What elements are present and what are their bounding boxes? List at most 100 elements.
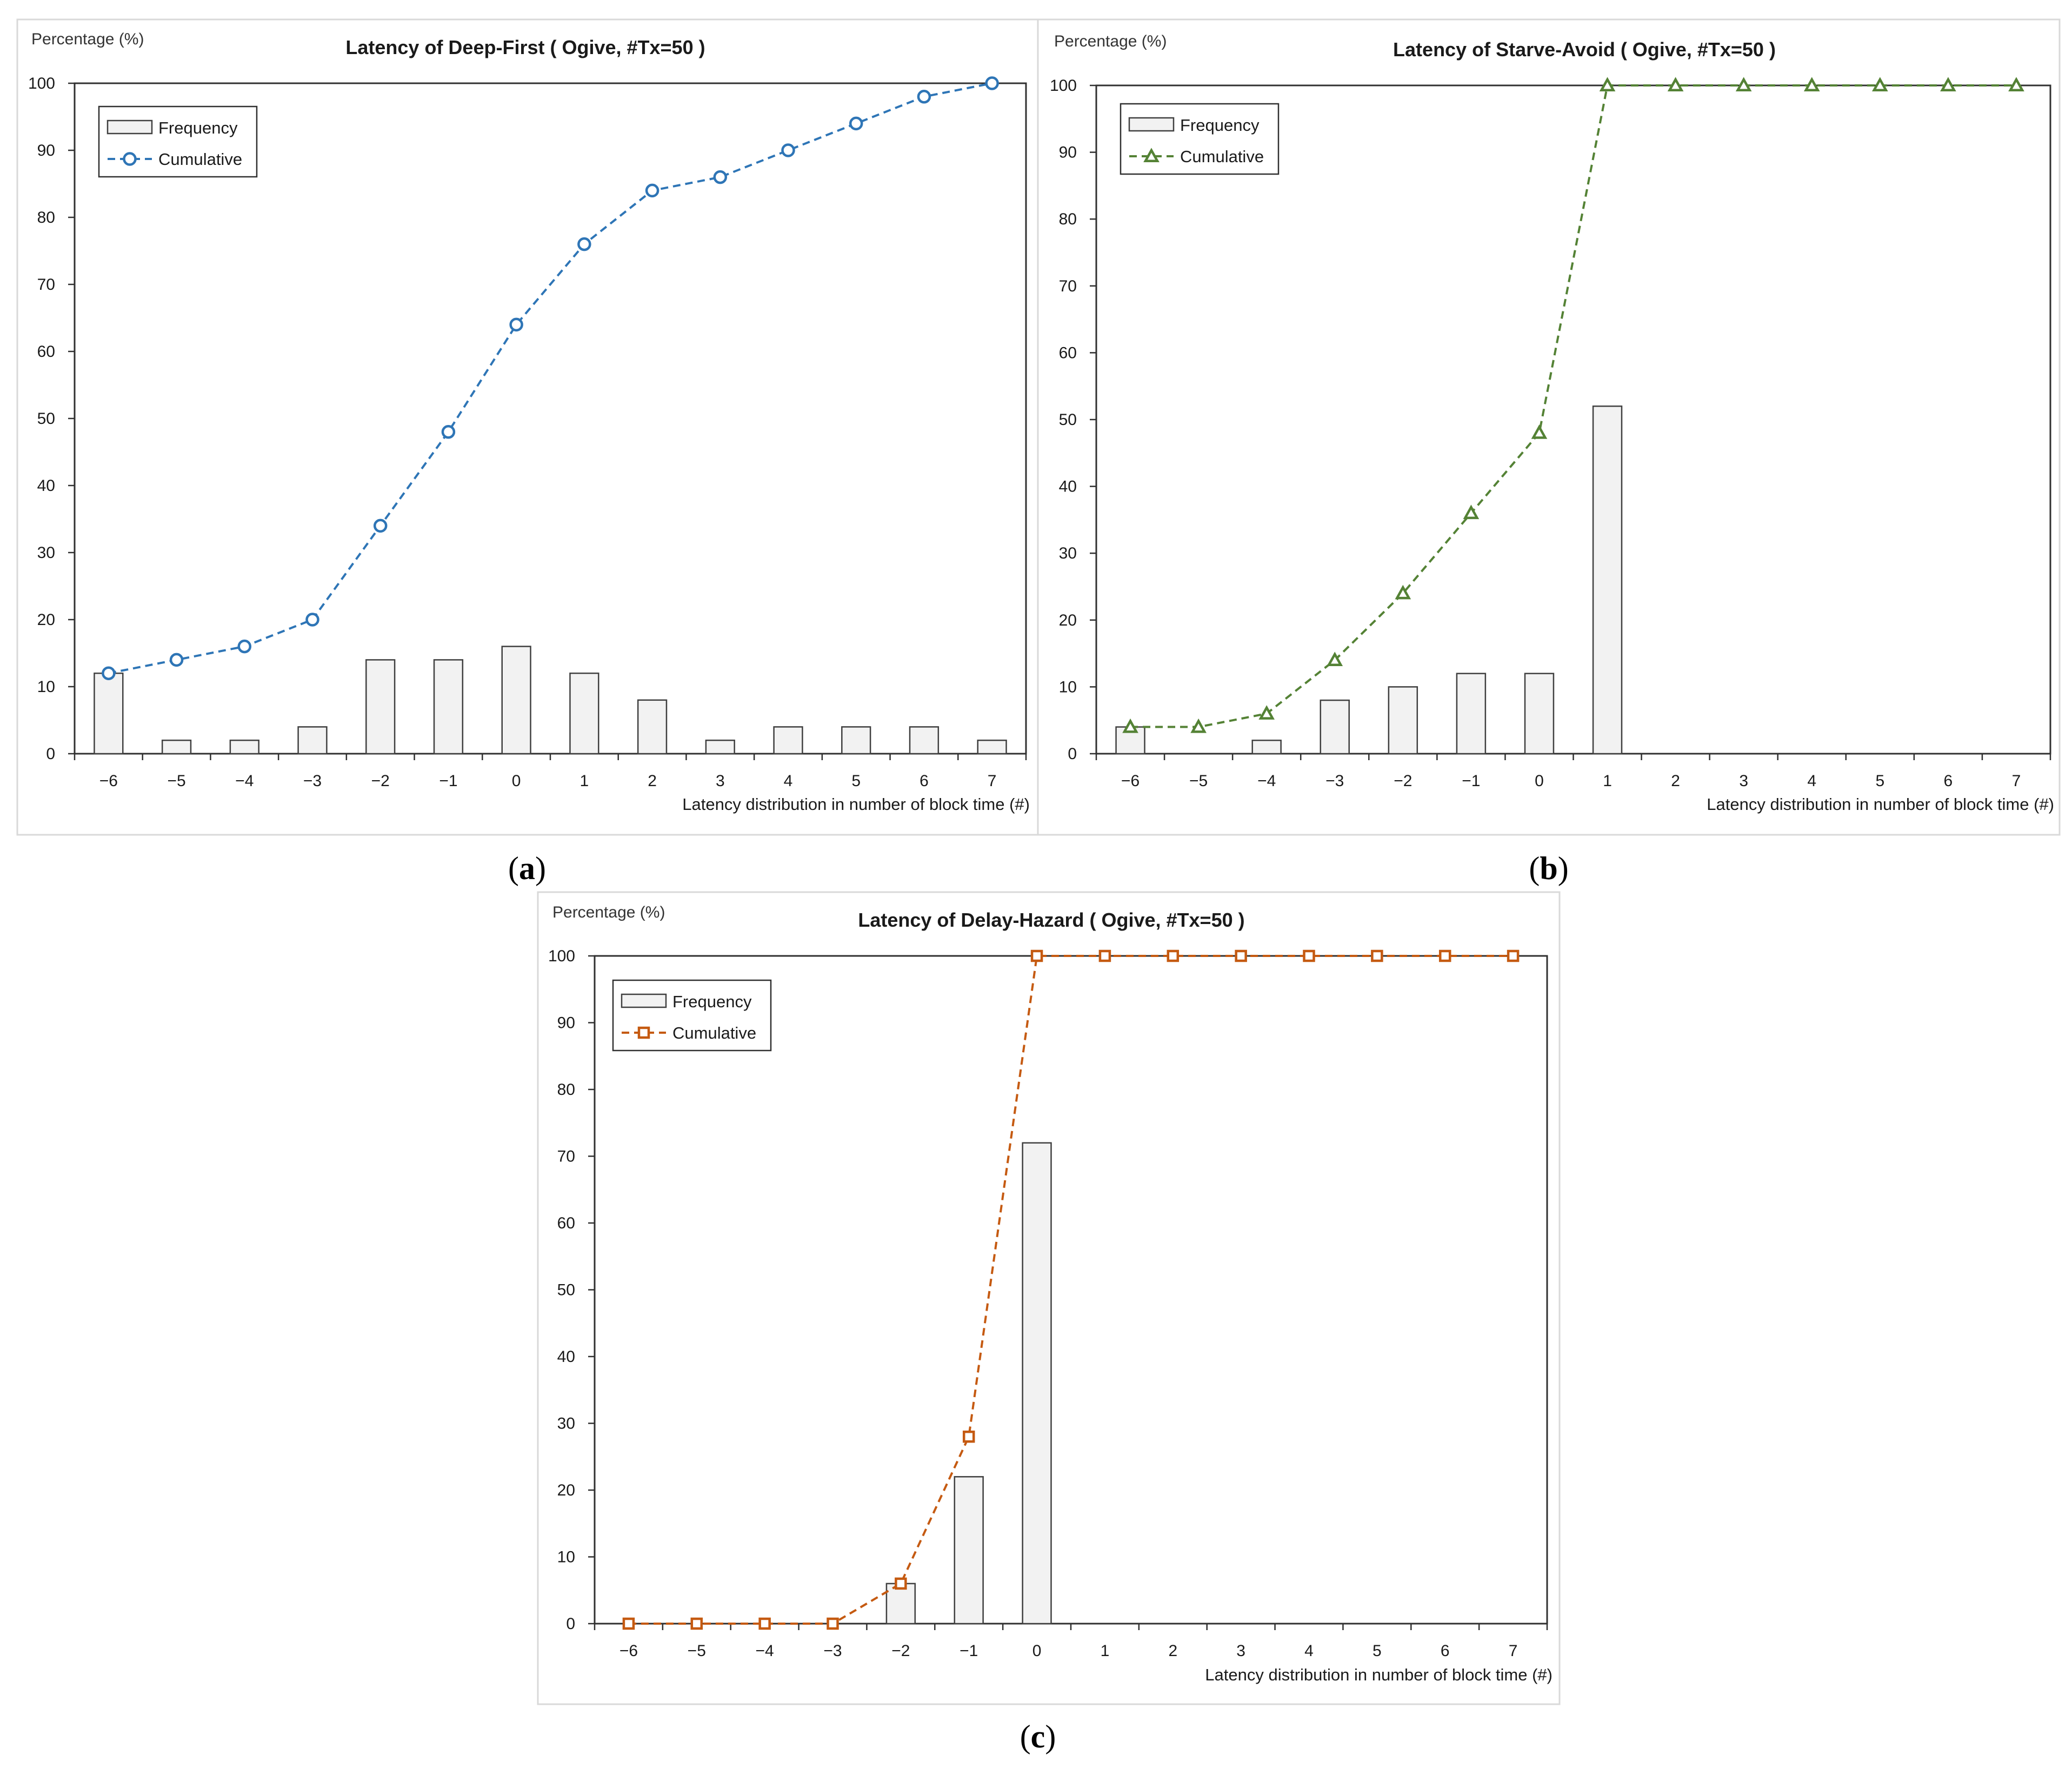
panel-c-x-tick-label: 0 bbox=[1032, 1642, 1042, 1660]
panel-c-cumulative-point bbox=[1030, 949, 1043, 962]
panel-a-cumulative-point bbox=[441, 425, 456, 439]
panel-c-cumulative-line bbox=[628, 955, 1514, 1625]
panel-c-cumulative-point bbox=[1098, 949, 1111, 962]
panel-b-cumulative-point bbox=[1258, 705, 1275, 720]
panel-b-x-tick-label: 5 bbox=[1875, 772, 1884, 790]
panel-c-cumulative-point bbox=[895, 1577, 907, 1590]
panel-c-x-tick-label: 1 bbox=[1101, 1642, 1110, 1660]
panel-a-cumulative-point bbox=[577, 237, 591, 251]
panel-a-frequency-bar bbox=[841, 726, 871, 755]
panel-b-x-tick-label: −4 bbox=[1257, 772, 1276, 790]
panel-b-cumulative-point bbox=[1667, 77, 1684, 92]
panel-a-frequency-bar bbox=[705, 739, 735, 755]
panel-a-y-tick-label: 80 bbox=[37, 209, 55, 227]
panel-c-cumulative-point bbox=[690, 1617, 703, 1630]
panel-b-cumulative-point bbox=[1599, 77, 1616, 92]
panel-b-legend bbox=[1120, 103, 1280, 175]
panel-c-y-tick-label: 100 bbox=[548, 947, 575, 965]
panel-c-y-tick-label: 40 bbox=[557, 1348, 575, 1366]
panel-c-x-tick-label: 6 bbox=[1441, 1642, 1450, 1660]
panel-a-y-tick-label: 100 bbox=[28, 75, 55, 92]
panel-a-cumulative-point bbox=[169, 653, 184, 667]
panel-c-caption: (c) bbox=[1020, 1719, 1056, 1754]
panel-c-legend-cumulative-marker bbox=[637, 1026, 650, 1039]
panel-a-title: Latency of Deep-First ( Ogive, #Tx=50 ) bbox=[345, 36, 705, 58]
panel-c-x-tick-label: 5 bbox=[1373, 1642, 1382, 1660]
panel-c-frequency-bar bbox=[1022, 1142, 1052, 1625]
panel-a-cumulative-point bbox=[849, 116, 863, 131]
panel-a-frequency-bar bbox=[433, 659, 464, 755]
panel-a-frequency-bar bbox=[501, 646, 531, 755]
panel-a-y-tick-label: 50 bbox=[37, 410, 55, 428]
panel-b-y-axis-label: Percentage (%) bbox=[1054, 32, 1167, 50]
panel-b-x-tick-label: −1 bbox=[1462, 772, 1480, 790]
panel-a-cumulative-point bbox=[237, 639, 252, 654]
panel-a-cumulative-point bbox=[373, 519, 388, 533]
panel-a-cumulative-point bbox=[305, 613, 319, 627]
panel-c-title: Latency of Delay-Hazard ( Ogive, #Tx=50 … bbox=[858, 909, 1244, 931]
panel-b-y-tick-label: 100 bbox=[1050, 77, 1077, 95]
panel-a-x-tick-label: −6 bbox=[99, 772, 118, 790]
panel-b-x-tick-label: 1 bbox=[1603, 772, 1612, 790]
panel-a-y-tick-label: 30 bbox=[37, 544, 55, 562]
panel-c-plot-area bbox=[594, 955, 1548, 1625]
panel-b-plot-area bbox=[1095, 84, 2051, 755]
panel-a-frequency-bar bbox=[569, 672, 599, 755]
panel-a-y-tick-label: 70 bbox=[37, 276, 55, 294]
panel-c-legend bbox=[612, 979, 772, 1052]
panel-b-cumulative-point bbox=[1395, 584, 1411, 600]
panel-b-x-tick-label: −6 bbox=[1121, 772, 1140, 790]
panel-a-cumulative-point bbox=[509, 317, 523, 332]
panel-b-x-tick-label: 7 bbox=[2012, 772, 2021, 790]
panel-a-y-tick-label: 10 bbox=[37, 678, 55, 696]
panel-c-y-tick-label: 60 bbox=[557, 1214, 575, 1232]
panel-b-frequency-bar bbox=[1456, 673, 1487, 755]
panel-a-x-tick-label: −4 bbox=[235, 772, 254, 790]
panel-c-y-axis-label: Percentage (%) bbox=[552, 903, 665, 921]
panel-b-legend-frequency-swatch bbox=[1128, 117, 1175, 132]
panel-a-x-tick-label: −2 bbox=[371, 772, 390, 790]
panel-b-cumulative-point bbox=[1940, 77, 1956, 92]
panel-a-x-axis-label: Latency distribution in number of block … bbox=[682, 795, 1030, 814]
panel-c-caption-letter: c bbox=[1031, 1719, 1045, 1754]
panel-a-frequency-bar bbox=[637, 699, 668, 755]
panel-b-y-tick-label: 70 bbox=[1059, 277, 1077, 295]
panel-b-cumulative-point bbox=[2008, 77, 2024, 92]
panel-b-y-tick-label: 0 bbox=[1068, 745, 1077, 763]
panel-b-cumulative-line bbox=[1130, 84, 2016, 728]
panel-b-cumulative-point bbox=[1327, 652, 1343, 667]
panel-a-x-tick-label: 7 bbox=[988, 772, 997, 790]
panel-a-frequency-bar bbox=[909, 726, 940, 755]
panel-a-y-tick-label: 40 bbox=[37, 477, 55, 495]
panel-a-x-tick-label: −5 bbox=[167, 772, 185, 790]
panel-a-legend-frequency-label: Frequency bbox=[158, 118, 238, 137]
panel-c-x-tick-label: −5 bbox=[688, 1642, 706, 1660]
panel-a-frequency-bar bbox=[977, 739, 1007, 755]
panel-b-cumulative-point bbox=[1803, 77, 1820, 92]
panel-b-cumulative-point bbox=[1531, 424, 1548, 439]
panel-a-caption: (a) bbox=[508, 850, 546, 886]
panel-b-y-tick-label: 20 bbox=[1059, 612, 1077, 629]
panel-c-x-tick-label: −6 bbox=[619, 1642, 638, 1660]
panel-b-cumulative-point bbox=[1122, 718, 1138, 733]
panel-b-cumulative-point bbox=[1463, 504, 1480, 520]
panel-b-x-tick-label: −3 bbox=[1325, 772, 1344, 790]
panel-a-y-tick-label: 20 bbox=[37, 611, 55, 629]
panel-c-cumulative-point bbox=[1371, 949, 1383, 962]
panel-b-cumulative-point bbox=[1871, 77, 1888, 92]
panel-b-x-tick-label: −2 bbox=[1394, 772, 1412, 790]
panel-a-legend-cumulative-label: Cumulative bbox=[158, 150, 242, 169]
panel-c-y-tick-label: 30 bbox=[557, 1415, 575, 1433]
panel-a-legend-frequency-swatch bbox=[106, 119, 153, 135]
panel-a-y-tick-label: 0 bbox=[46, 745, 55, 763]
panel-b-caption-letter: b bbox=[1540, 850, 1557, 886]
panel-a-x-tick-label: 3 bbox=[716, 772, 725, 790]
panel-c-y-tick-label: 0 bbox=[566, 1615, 575, 1633]
panel-b-x-tick-label: 4 bbox=[1807, 772, 1816, 790]
panel-b-x-tick-label: 0 bbox=[1535, 772, 1544, 790]
panel-b-cumulative-point bbox=[1735, 77, 1752, 92]
panel-b-y-tick-label: 60 bbox=[1059, 344, 1077, 362]
panel-c-y-tick-label: 80 bbox=[557, 1081, 575, 1099]
panel-c-y-tick-label: 20 bbox=[557, 1481, 575, 1499]
panel-a-frequency-bar bbox=[161, 739, 192, 755]
